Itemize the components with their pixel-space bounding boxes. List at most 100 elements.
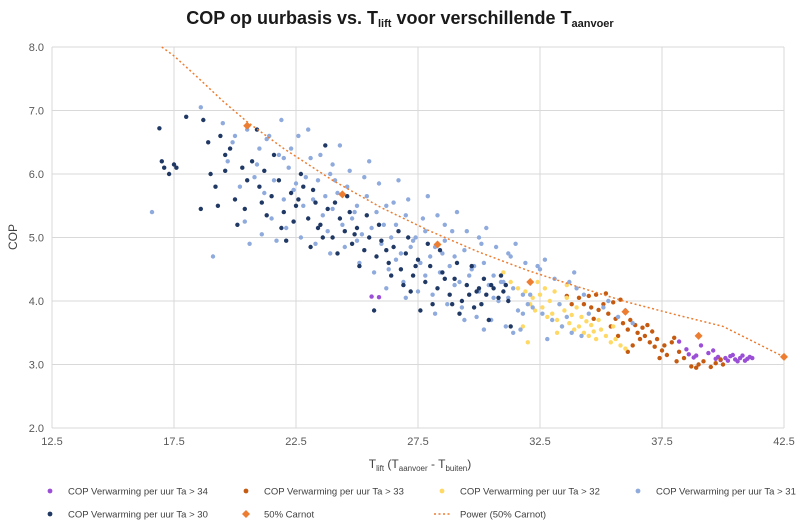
- data-point: [264, 136, 269, 142]
- data-point: [413, 263, 418, 269]
- data-point: [166, 171, 172, 177]
- data-point: [386, 267, 391, 272]
- data-point: [442, 276, 447, 281]
- data-point: [318, 222, 323, 227]
- data-point: [257, 184, 262, 189]
- data-point: [330, 206, 335, 212]
- data-point: [323, 194, 328, 199]
- data-point: [198, 105, 203, 110]
- x-tick-label: 27.5: [407, 436, 428, 448]
- data-point: [362, 248, 367, 253]
- data-point: [310, 197, 316, 202]
- data-point: [654, 336, 660, 342]
- data-point: [237, 184, 243, 189]
- data-point: [469, 267, 474, 272]
- data-point: [520, 292, 526, 297]
- data-point: [591, 316, 596, 321]
- data-point: [611, 300, 616, 305]
- data-point: [579, 333, 584, 339]
- x-tick-label: 17.5: [163, 436, 184, 448]
- data-point: [423, 279, 428, 285]
- data-point: [374, 209, 379, 215]
- data-point: [342, 244, 347, 250]
- data-point: [503, 324, 508, 329]
- data-point: [401, 282, 406, 288]
- data-point: [406, 197, 411, 202]
- legend-dot-icon: [439, 488, 445, 494]
- legend-dot-icon: [47, 488, 53, 494]
- legend-label: COP Verwarming per uur Ta > 32: [460, 487, 600, 498]
- data-point: [369, 294, 374, 299]
- data-point: [330, 235, 335, 240]
- data-point: [530, 295, 535, 300]
- data-point: [281, 155, 286, 161]
- data-point: [430, 292, 435, 297]
- data-point: [320, 213, 325, 218]
- data-point: [447, 263, 452, 269]
- data-point: [596, 317, 601, 323]
- xlabel-sub-lift: lift: [376, 464, 385, 473]
- data-point: [384, 286, 389, 291]
- data-point: [450, 302, 455, 307]
- data-point: [308, 244, 313, 250]
- data-point: [657, 355, 662, 361]
- legend-item: COP Verwarming per uur Ta > 30: [47, 510, 208, 521]
- data-point: [301, 203, 306, 208]
- data-point: [354, 203, 360, 208]
- data-point: [581, 292, 587, 297]
- data-point: [171, 162, 177, 167]
- legend-diamond-icon: [242, 510, 250, 518]
- data-point: [481, 260, 487, 266]
- data-point: [323, 143, 328, 148]
- data-point: [396, 229, 401, 234]
- title-mid: voor verschillende T: [391, 8, 572, 28]
- data-point: [418, 308, 423, 313]
- data-point: [537, 267, 543, 272]
- data-point: [276, 178, 282, 183]
- data-point: [720, 362, 726, 367]
- data-point: [706, 350, 711, 356]
- data-point: [564, 295, 569, 300]
- data-point: [625, 327, 630, 332]
- data-point: [569, 330, 574, 335]
- data-point: [445, 302, 450, 307]
- data-point: [708, 364, 713, 370]
- data-point: [306, 216, 311, 221]
- data-point: [474, 314, 479, 320]
- data-point: [525, 302, 530, 307]
- data-point: [515, 286, 521, 291]
- data-point: [313, 241, 318, 246]
- legend: COP Verwarming per uur Ta > 34 COP Verwar…: [47, 487, 796, 521]
- data-point: [325, 229, 330, 234]
- data-point: [425, 241, 430, 246]
- data-point: [450, 229, 455, 234]
- data-point: [518, 327, 523, 332]
- data-point: [550, 317, 555, 323]
- y-tick-label: 5.0: [29, 233, 44, 245]
- data-point: [259, 232, 264, 237]
- data-point: [511, 286, 516, 291]
- xlabel-sub-buiten: buiten: [445, 464, 467, 473]
- data-point: [569, 312, 574, 318]
- x-tick-label: 12.5: [41, 436, 62, 448]
- data-point: [452, 254, 457, 259]
- data-point: [635, 330, 640, 335]
- data-point: [625, 349, 630, 354]
- data-point: [593, 336, 599, 342]
- data-point: [362, 175, 367, 180]
- data-point: [274, 238, 279, 243]
- data-point: [462, 248, 467, 253]
- data-point: [284, 238, 289, 243]
- data-point: [559, 324, 565, 329]
- data-point: [452, 276, 457, 281]
- data-point: [157, 126, 162, 131]
- data-point: [408, 244, 413, 250]
- data-point: [284, 225, 289, 231]
- data-point: [491, 273, 496, 278]
- xlabel-sub-aanvoer: aanvoer: [399, 464, 428, 473]
- data-point: [242, 219, 247, 224]
- data-point: [247, 241, 252, 246]
- gridlines: [51, 46, 785, 429]
- data-point: [245, 178, 250, 183]
- series-cop-verwarming-per-uur-ta-34: [369, 294, 755, 364]
